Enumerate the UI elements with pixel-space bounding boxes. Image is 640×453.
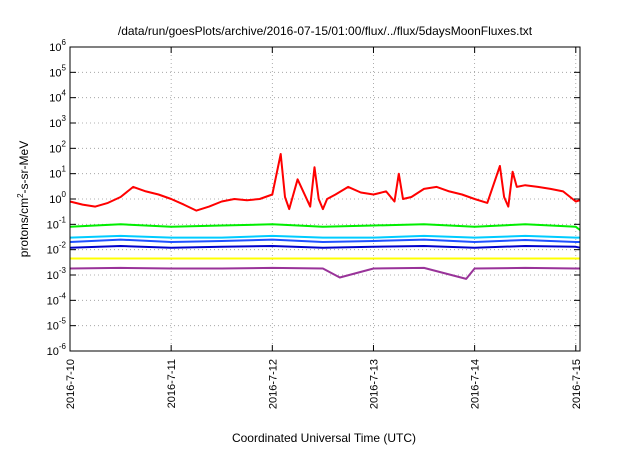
y-tick-label-exponent: 2 [62, 139, 67, 148]
y-tick-label-base: 10 [49, 42, 61, 54]
x-tick-label: 2016-7-10 [65, 359, 77, 409]
series-line-7 [69, 266, 580, 280]
y-tick-label-base: 10 [49, 143, 61, 155]
y-tick-label-exponent: 4 [62, 89, 67, 98]
series-line-5 [69, 245, 581, 249]
y-tick-label-base: 10 [49, 194, 61, 206]
y-tick-label-base: 10 [49, 93, 61, 105]
y-tick-label-exponent: -3 [59, 266, 67, 275]
series-line-3 [69, 234, 580, 239]
y-axis-label-part1: protons/cm [17, 198, 31, 257]
x-tick-label: 2016-7-14 [470, 359, 482, 409]
y-tick-label: 101 [49, 165, 66, 181]
y-tick-label-exponent: -1 [59, 215, 67, 224]
x-tick-label: 2016-7-15 [571, 359, 583, 409]
y-tick-label: 104 [49, 89, 66, 105]
series-line-2 [69, 223, 581, 231]
y-tick-label: 10-5 [47, 317, 67, 333]
chart-title: /data/run/goesPlots/archive/2016-07-15/0… [118, 24, 533, 38]
x-tick-label: 2016-7-12 [267, 359, 279, 409]
y-tick-label-exponent: -5 [59, 317, 67, 326]
y-tick-label-base: 10 [49, 67, 61, 79]
y-tick-label-base: 10 [47, 245, 59, 257]
grid [69, 47, 580, 351]
y-tick-label-base: 10 [47, 295, 59, 307]
y-tick-label: 103 [49, 114, 66, 130]
y-tick-label-base: 10 [47, 270, 59, 282]
y-tick-label: 102 [49, 139, 66, 155]
axes: 10-610-510-410-310-210-11001011021031041… [47, 38, 583, 409]
y-tick-label-base: 10 [47, 321, 59, 333]
y-axis-label-sup: 2 [16, 193, 25, 198]
x-tick-label: 2016-7-13 [368, 359, 380, 409]
y-tick-label-exponent: 6 [62, 38, 67, 47]
y-tick-label-base: 10 [47, 346, 59, 358]
y-tick-label-exponent: -6 [59, 342, 67, 351]
y-tick-label: 10-4 [47, 291, 67, 307]
y-tick-label: 10-2 [47, 241, 67, 257]
y-tick-label: 100 [49, 190, 66, 206]
y-tick-label-exponent: 1 [62, 165, 67, 174]
series-line-1 [69, 153, 581, 212]
y-tick-label: 10-6 [47, 342, 67, 358]
y-tick-label: 10-3 [47, 266, 67, 282]
y-axis-label-part2: -s-sr-MeV [17, 141, 31, 194]
y-tick-label-base: 10 [49, 118, 61, 130]
y-tick-label: 106 [49, 38, 66, 54]
y-tick-label-base: 10 [47, 219, 59, 231]
series-line-4 [69, 238, 580, 243]
x-axis-label: Coordinated Universal Time (UTC) [232, 431, 416, 445]
y-tick-label-exponent: 5 [62, 63, 67, 72]
y-tick-label-base: 10 [49, 169, 61, 181]
y-tick-label-exponent: -4 [59, 291, 67, 300]
y-tick-label-exponent: -2 [59, 241, 67, 250]
series-layer [69, 153, 581, 280]
y-tick-label: 10-1 [47, 215, 67, 231]
y-tick-label-exponent: 0 [62, 190, 67, 199]
y-tick-label: 105 [49, 63, 66, 79]
y-axis-label: protons/cm2-s-sr-MeV [16, 141, 31, 257]
x-tick-label: 2016-7-11 [166, 359, 178, 408]
y-tick-label-exponent: 3 [62, 114, 67, 123]
